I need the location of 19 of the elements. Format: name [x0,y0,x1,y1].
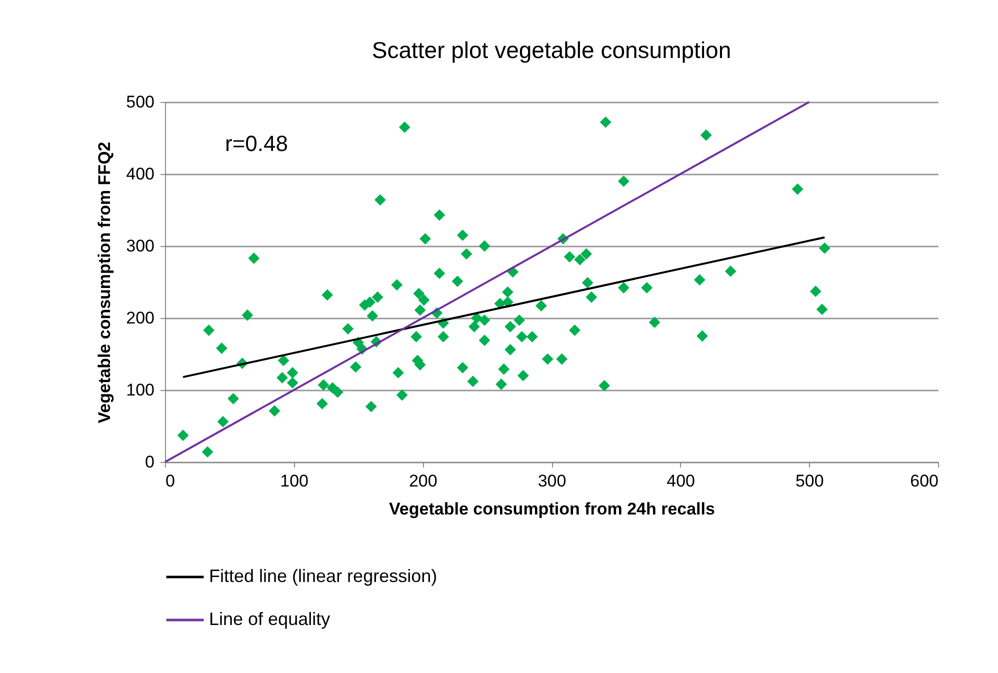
legend-label: Line of equality [209,609,330,629]
y-tick-label: 300 [126,236,154,256]
x-tick-label: 500 [795,472,824,490]
y-tick-label: 500 [126,92,154,112]
y-tick-label: 0 [145,452,154,472]
legend-label: Fitted line (linear regression) [209,566,438,586]
y-axis-title: Vegetable consumption from FFQ2 [95,142,114,424]
x-axis-title: Vegetable consumption from 24h recalls [389,500,715,518]
annotation: r=0.48 [225,131,288,156]
y-tick-label: 400 [126,164,154,184]
x-tick-label: 300 [538,472,566,490]
y-tick-label: 100 [126,380,154,400]
y-tick-label: 200 [126,308,154,328]
x-tick-label: 400 [666,472,696,490]
x-tick-label: 0 [166,472,175,490]
x-tick-label: 200 [408,472,438,490]
chart-title: Scatter plot vegetable consumption [372,37,732,63]
x-tick-label: 100 [280,472,309,490]
x-tick-label: 600 [910,472,938,490]
